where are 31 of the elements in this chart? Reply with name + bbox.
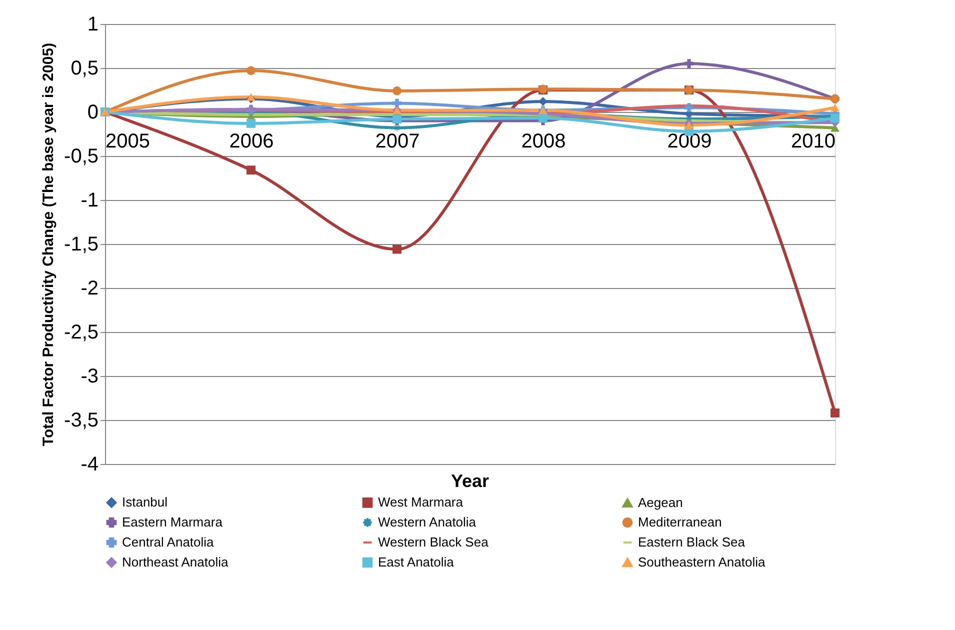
legend-label: Istanbul <box>122 494 168 510</box>
x-axis-title: Year <box>450 471 490 491</box>
legend-label: Southeastern Anatolia <box>638 554 766 570</box>
x-tick-label: 2007 <box>375 130 420 152</box>
x-tick-label: 2005 <box>106 130 150 152</box>
y-tick-label: -2 <box>80 278 98 300</box>
y-tick-label: -0,5 <box>64 146 98 168</box>
x-tick-label: 2008 <box>521 130 566 152</box>
legend-label: Western Anatolia <box>378 514 477 530</box>
x-tick-label: 2009 <box>667 130 712 152</box>
x-tick-label: 2006 <box>229 130 274 152</box>
legend-label: Eastern Black Sea <box>638 534 746 550</box>
y-tick-label: 1 <box>87 14 98 36</box>
legend-label: Central Anatolia <box>122 534 215 550</box>
y-axis-title: Total Factor Productivity Change (The base year is 2005) <box>40 42 58 446</box>
y-tick-label: -2,5 <box>64 322 98 344</box>
legend-label: Aegean <box>638 494 683 510</box>
legend-label: West Marmara <box>378 494 464 510</box>
legend-label: Eastern Marmara <box>122 514 224 530</box>
y-tick-label: 0,5 <box>70 58 98 80</box>
y-tick-label: 0 <box>87 102 98 124</box>
legend-label: East Anatolia <box>378 554 455 570</box>
x-tick-label: 2010 <box>791 130 836 152</box>
y-tick-label: -3 <box>80 366 98 388</box>
y-tick-label: -3,5 <box>64 410 98 432</box>
legend-label: Mediterranean <box>638 514 722 530</box>
y-tick-label: -1 <box>80 190 98 212</box>
legend-label: Northeast Anatolia <box>122 554 230 570</box>
y-tick-label: -1,5 <box>64 234 98 256</box>
y-tick-label: -4 <box>80 454 98 476</box>
legend-label: Western Black Sea <box>378 534 490 550</box>
